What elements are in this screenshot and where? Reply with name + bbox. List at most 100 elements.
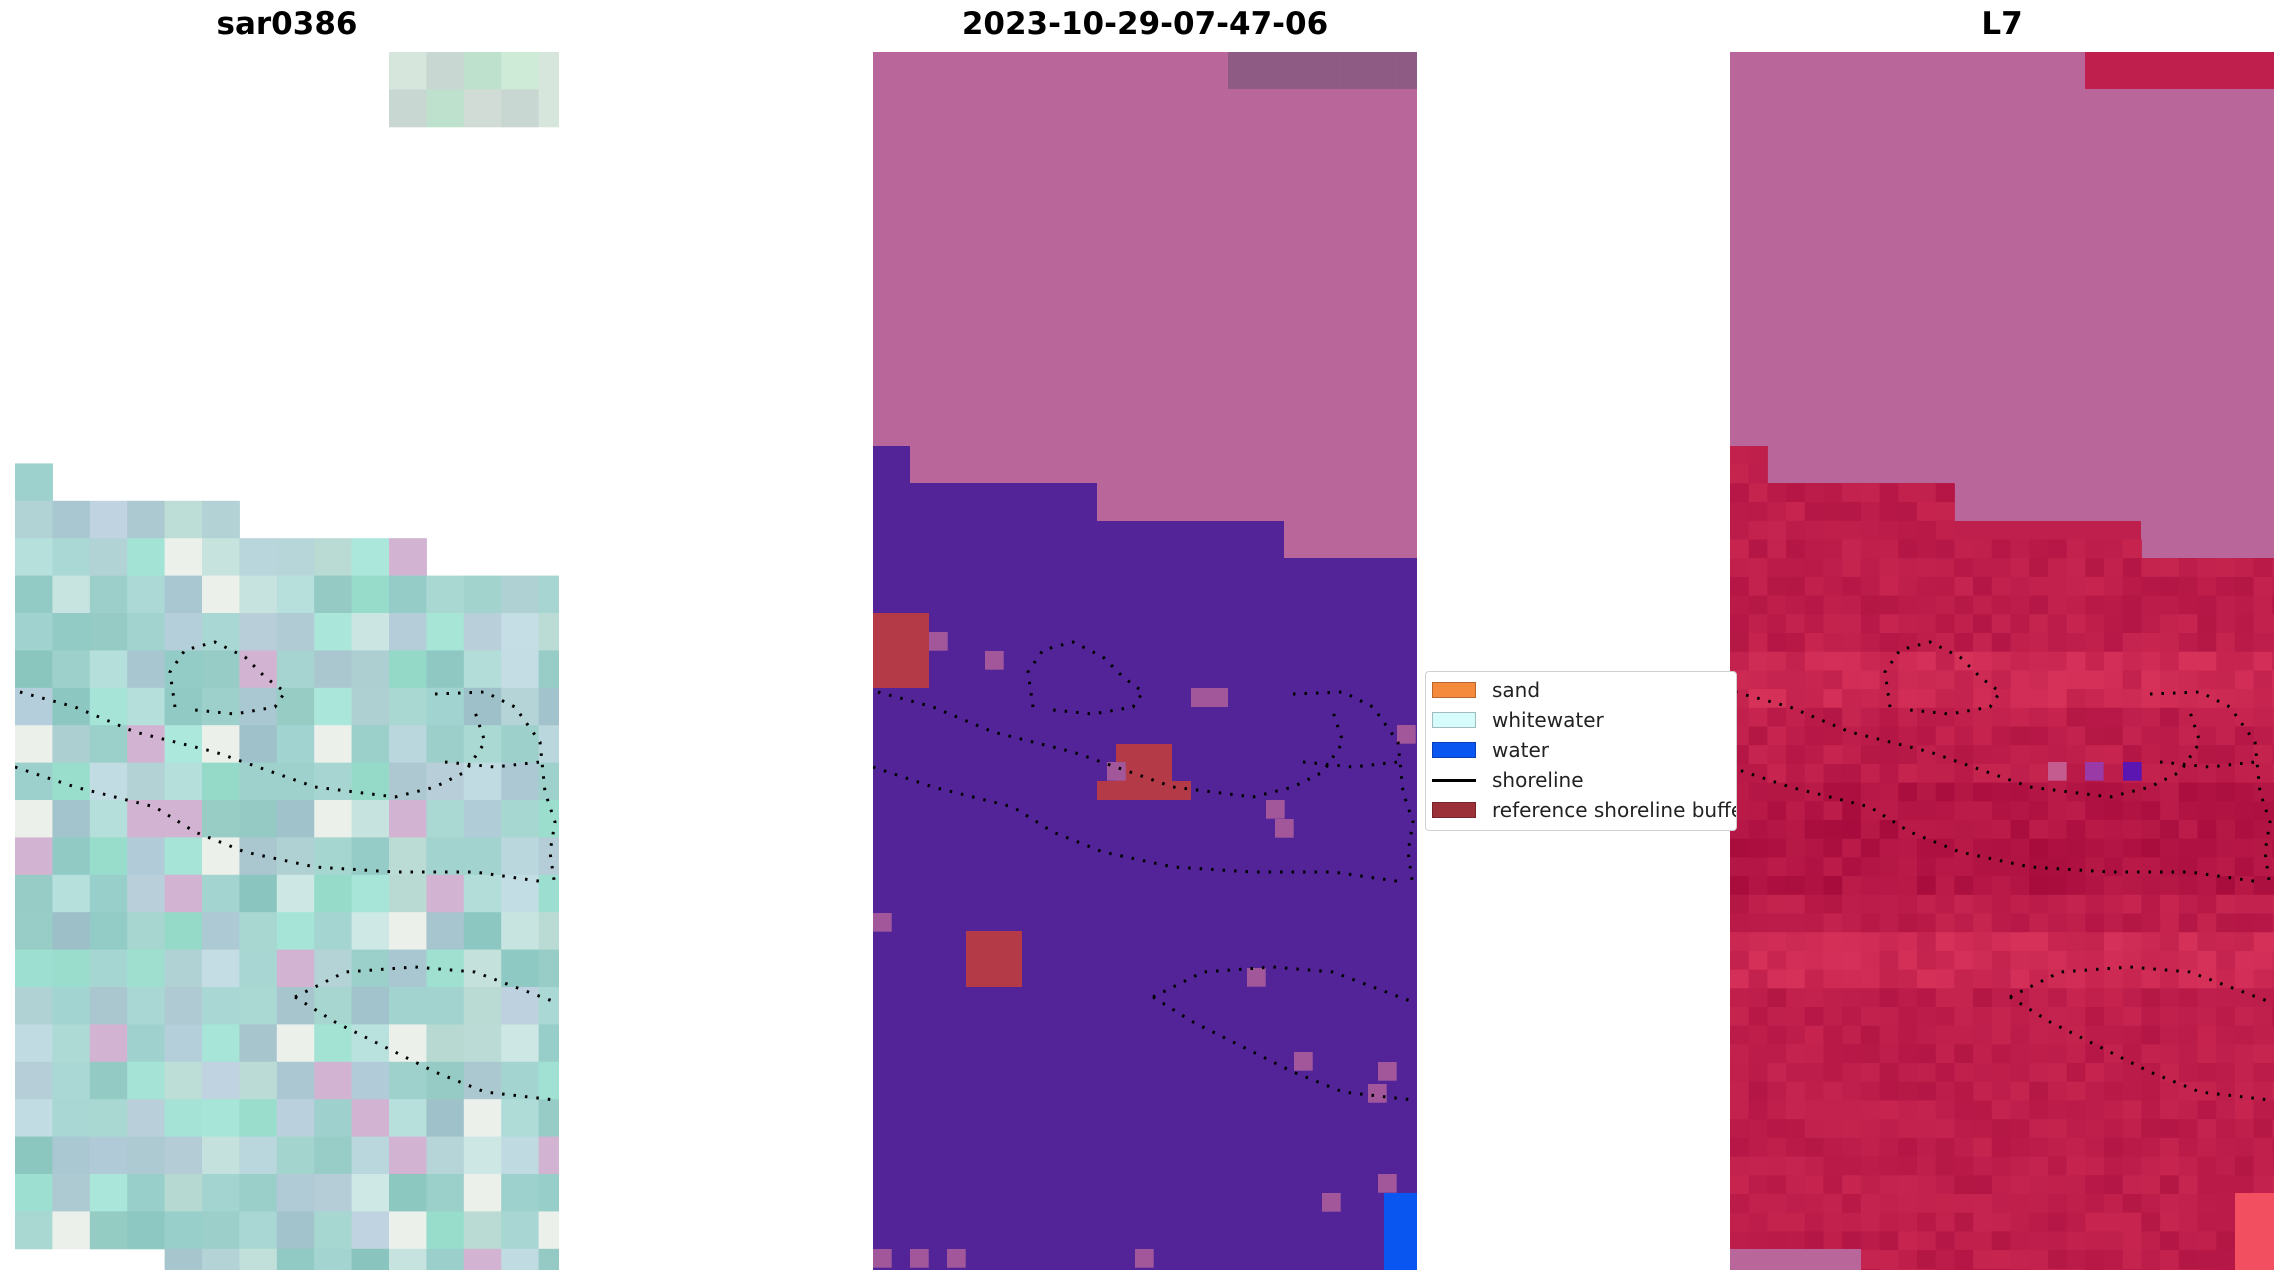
index-pixel — [2047, 1137, 2068, 1158]
rgb-pixel — [52, 725, 91, 764]
index-pixel — [1804, 763, 1824, 784]
index-pixel — [2197, 689, 2217, 709]
mixed-pixel — [1275, 819, 1294, 838]
index-pixel — [1898, 1025, 1918, 1045]
index-pixel — [2160, 670, 2180, 690]
rgb-pixel — [89, 725, 128, 764]
index-pixel — [2178, 670, 2198, 690]
rgb-pixel — [52, 1211, 91, 1250]
index-pixel — [1786, 576, 1806, 597]
index-pixel — [2047, 820, 2068, 840]
index-pixel — [2029, 689, 2049, 709]
rgb-pixel — [463, 1099, 502, 1138]
rgb-pixel — [501, 650, 540, 689]
index-pixel — [2085, 988, 2105, 1008]
rgb-pixel — [15, 800, 53, 838]
index-pixel — [1786, 670, 1806, 690]
rgb-pixel — [463, 1024, 502, 1063]
rgb-pixel — [351, 987, 390, 1025]
rgb-pixel — [314, 1211, 353, 1250]
rgb-pixel — [15, 687, 53, 726]
index-pixel — [1804, 502, 1824, 522]
index-pixel — [2216, 782, 2236, 802]
rgb-pixel — [89, 800, 128, 838]
index-pixel — [1860, 1081, 1881, 1101]
rgb-pixel — [351, 1248, 390, 1270]
index-pixel — [2085, 539, 2105, 559]
index-pixel — [1823, 801, 1843, 821]
index-pixel — [2085, 820, 2105, 840]
index-pixel — [2141, 1250, 2161, 1270]
index-pixel — [1823, 1194, 1843, 1214]
rgb-pixel — [127, 762, 166, 801]
index-pixel — [1730, 988, 1750, 1008]
index-pixel — [1991, 1100, 2011, 1120]
index-pixel — [1935, 857, 1955, 877]
index-pixel — [1860, 1212, 1881, 1232]
index-pixel — [1823, 988, 1843, 1008]
index-pixel — [1842, 1081, 1862, 1101]
index-pixel — [2160, 876, 2180, 896]
index-pixel — [1748, 520, 1768, 540]
index-pixel — [1748, 1063, 1768, 1083]
rgb-pixel — [276, 1136, 315, 1175]
index-pixel — [2272, 1007, 2274, 1027]
index-pixel — [2216, 932, 2236, 952]
legend-item-buffer: reference shoreline buffer — [1432, 797, 1736, 823]
index-pixel — [1860, 820, 1881, 840]
index-pixel — [1917, 763, 1937, 784]
index-pixel — [2197, 1100, 2217, 1120]
rgb-pixel — [15, 949, 53, 988]
rgb-pixel — [276, 800, 315, 838]
index-pixel — [1954, 1119, 1974, 1139]
index-pixel — [2253, 633, 2273, 653]
index-pixel — [1879, 520, 1899, 540]
rgb-pixel — [127, 1024, 166, 1063]
index-pixel — [2122, 595, 2142, 615]
rgb-pixel — [202, 1211, 240, 1250]
index-pixel — [2178, 932, 2198, 952]
rgb-pixel — [52, 650, 91, 689]
index-pixel — [2160, 558, 2180, 578]
index-pixel — [1898, 1212, 1918, 1232]
index-pixel — [2197, 633, 2217, 653]
rgb-pixel — [164, 725, 203, 764]
rgb-pixel — [15, 762, 53, 801]
index-pixel — [2178, 913, 2198, 933]
rgb-pixel — [501, 874, 540, 913]
index-pixel — [2029, 876, 2049, 896]
rgb-pixel — [538, 1024, 559, 1063]
rgb-pixel — [202, 1099, 240, 1138]
index-pixel — [2085, 1194, 2105, 1214]
index-pixel — [2178, 1268, 2198, 1270]
index-pixel — [1842, 969, 1862, 989]
index-pixel — [1804, 520, 1824, 540]
index-pixel — [1935, 1156, 1955, 1176]
rgb-pixel — [89, 650, 128, 689]
index-pixel — [1842, 483, 1862, 503]
rgb-pixel — [314, 800, 353, 838]
index-pixel — [2047, 1250, 2068, 1270]
index-pixel — [2216, 1156, 2236, 1176]
index-pixel — [2216, 1250, 2236, 1270]
rgb-pixel — [351, 1099, 390, 1138]
index-pixel — [2104, 876, 2124, 896]
index-pixel — [1823, 576, 1843, 597]
rgb-pixel — [463, 89, 502, 128]
index-pixel — [1973, 595, 1993, 615]
index-pixel — [1917, 1175, 1937, 1195]
index-pixel — [1991, 1231, 2011, 1251]
index-pixel — [1973, 558, 1993, 578]
rgb-pixel — [127, 874, 166, 913]
shoreline-overlay — [873, 640, 1415, 1102]
index-pixel — [2178, 763, 2198, 784]
index-pixel — [2047, 876, 2068, 896]
index-pixel — [1935, 707, 1955, 727]
index-pixel — [2104, 707, 2124, 727]
index-pixel — [2178, 820, 2198, 840]
rgb-pixel — [426, 949, 465, 988]
rgb-pixel — [314, 575, 353, 614]
index-pixel — [1954, 670, 1974, 690]
index-pixel — [2010, 558, 2030, 578]
index-pixel — [2141, 913, 2161, 933]
